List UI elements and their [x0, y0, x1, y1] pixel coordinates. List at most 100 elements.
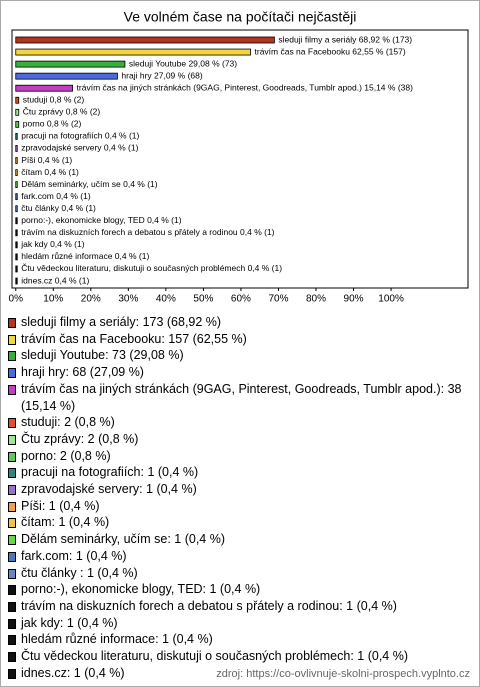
legend-item: Čtu zprávy: 2 (0,8 %): [8, 431, 476, 448]
x-tick-label: 100%: [378, 294, 404, 305]
legend-label: sleduji Youtube: 73 (29,08 %): [21, 348, 184, 363]
legend-swatch: [8, 518, 16, 529]
legend-label: čtu články : 1 (0,4 %): [21, 565, 138, 580]
legend-label: Píši: 1 (0,4 %): [21, 498, 100, 513]
bar-label: idnes.cz 0,4 % (1): [21, 275, 89, 285]
legend-label: Čtu zprávy: 2 (0,8 %): [21, 431, 139, 446]
bar-label: zpravodajské servery 0,4 % (1): [21, 143, 138, 153]
legend-swatch: [8, 551, 16, 562]
legend-swatch: [8, 535, 16, 546]
legend-label: čítam: 1 (0,4 %): [21, 515, 110, 530]
x-tick-label: 30%: [118, 294, 138, 305]
legend-swatch: [8, 368, 16, 379]
legend-swatch: [8, 601, 16, 612]
bar: [15, 217, 18, 225]
bar: [15, 84, 73, 92]
legend-item: trávím na diskuzních forech a debatou s …: [8, 598, 476, 615]
legend-swatch: [8, 384, 16, 395]
legend-swatch: [8, 652, 16, 663]
legend-item: sleduji filmy a seriály: 173 (68,92 %): [8, 314, 476, 331]
bar-label: sleduji Youtube 29,08 % (73): [129, 58, 237, 68]
x-tick-label: 50%: [193, 294, 213, 305]
bar: [15, 169, 18, 176]
bar: [15, 277, 18, 285]
legend-item: porno: 2 (0,8 %): [8, 448, 476, 465]
legend-item: fark.com: 1 (0,4 %): [8, 548, 476, 565]
bar-label: porno:-), ekonomicke blogy, TED 0,4 % (1…: [21, 215, 181, 225]
legend-label: trávím na diskuzních forech a debatou s …: [21, 598, 397, 613]
legend-label: sleduji filmy a seriály: 173 (68,92 %): [21, 315, 222, 329]
legend-label: trávím čas na jiných stránkách (9GAG, Pi…: [21, 381, 462, 413]
legend-item: studuji: 2 (0,8 %): [8, 414, 476, 431]
bar-label: Píši 0,4 % (1): [21, 155, 72, 165]
legend-item: hraji hry: 68 (27,09 %): [8, 364, 476, 381]
bar: [15, 205, 18, 213]
legend-swatch: [8, 485, 16, 496]
legend-item: zpravodajské servery: 1 (0,4 %): [8, 481, 476, 498]
bar: [15, 241, 18, 249]
x-tick-label: 10%: [43, 294, 63, 305]
legend-swatch: [8, 318, 16, 328]
legend-item: idnes.cz: 1 (0,4 %): [8, 665, 476, 682]
legend-swatch: [8, 585, 16, 596]
bar: [15, 229, 18, 237]
bar: [15, 132, 18, 140]
bar-label: Dělám seminárky, učím se 0,4 % (1): [21, 179, 158, 189]
legend-item: Dělám seminárky, učím se: 1 (0,4 %): [8, 531, 476, 548]
bar: [15, 60, 126, 68]
legend-label: hraji hry: 68 (27,09 %): [21, 365, 144, 380]
source: zdroj: https://co-ovlivnuje-skolni-prosp…: [216, 668, 470, 680]
legend-label: Čtu vědeckou literaturu, diskutuji o sou…: [21, 649, 408, 664]
legend-label: jak kdy: 1 (0,4 %): [21, 615, 118, 630]
legend-item: sleduji Youtube: 73 (29,08 %): [8, 347, 476, 364]
legend-swatch: [8, 501, 16, 512]
legend-item: Píši: 1 (0,4 %): [8, 498, 476, 515]
legend-label: porno:-), ekonomicke blogy, TED: 1 (0,4 …: [21, 582, 261, 597]
bar: [15, 265, 18, 273]
bar-label: čítam 0,4 % (1): [21, 167, 79, 177]
legend-label: pracuji na fotografiích: 1 (0,4 %): [21, 465, 199, 480]
legend-item: čtu články : 1 (0,4 %): [8, 565, 476, 582]
chart-title: Ve volném čase na počítači nejčastěji: [124, 9, 357, 25]
legend-swatch: [8, 334, 16, 345]
legend-item: trávím čas na Facebooku: 157 (62,55 %): [8, 331, 476, 348]
x-tick-label: 70%: [268, 294, 288, 305]
legend-swatch: [8, 451, 16, 462]
bar-label: trávím čas na Facebooku 62,55 % (157): [255, 46, 406, 56]
bar-label: trávím čas na jiných stránkách (9GAG, Pi…: [77, 82, 414, 92]
bar-label: sleduji filmy a seriály 68,92 % (173): [278, 34, 412, 44]
x-tick-label: 60%: [231, 294, 251, 305]
legend-label: hledám různé informace: 1 (0,4 %): [21, 632, 213, 647]
legend-item: trávím čas na jiných stránkách (9GAG, Pi…: [8, 381, 476, 414]
bar: [15, 36, 275, 44]
legend-label: Dělám seminárky, učím se: 1 (0,4 %): [21, 532, 225, 547]
x-tick-label: 0%: [9, 294, 24, 305]
legend-swatch: [8, 418, 16, 429]
bar: [15, 120, 20, 128]
bar: [15, 181, 18, 189]
bar: [15, 96, 20, 104]
bar-label: hraji hry 27,09 % (68): [121, 70, 202, 80]
x-tick-label: 80%: [306, 294, 326, 305]
legend-item: pracuji na fotografiích: 1 (0,4 %): [8, 464, 476, 481]
chart: Ve volném čase na počítači nejčastěji 0%…: [9, 9, 469, 305]
legend-swatch: [8, 351, 16, 362]
legend: sleduji filmy a seriály: 173 (68,92 %) tr…: [8, 314, 476, 681]
legend-label: idnes.cz: 1 (0,4 %): [21, 665, 125, 680]
bar-label: Čtu zprávy 0,8 % (2): [23, 107, 101, 117]
legend-label: studuji: 2 (0,8 %): [21, 415, 115, 430]
bar-label: pracuji na fotografiích 0,4 % (1): [21, 131, 139, 141]
legend-swatch: [8, 468, 16, 479]
bar-label: hledám různé informace 0,4 % (1): [21, 251, 149, 261]
legend-label: porno: 2 (0,8 %): [21, 448, 111, 463]
bar-label: fark.com 0,4 % (1): [21, 191, 91, 201]
bar: [15, 253, 18, 261]
legend-item: porno:-), ekonomicke blogy, TED: 1 (0,4 …: [8, 581, 476, 598]
legend-item: Čtu vědeckou literaturu, diskutuji o sou…: [8, 648, 476, 665]
legend-swatch: [8, 635, 16, 646]
legend-item: jak kdy: 1 (0,4 %): [8, 615, 476, 632]
bar-label: porno 0,8 % (2): [23, 119, 82, 129]
bar-label: trávím na diskuzních forech a debatou s …: [21, 227, 274, 237]
bar-label: studuji 0,8 % (2): [23, 95, 85, 105]
legend-swatch: [8, 568, 16, 579]
